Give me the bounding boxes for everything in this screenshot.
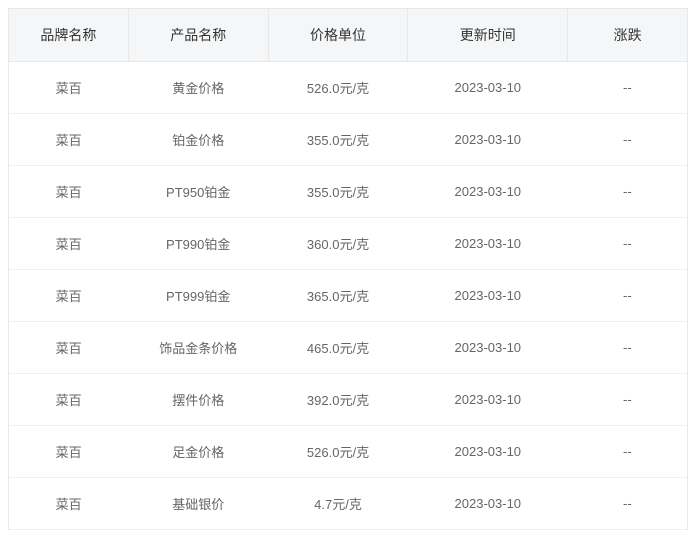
cell-change: --	[568, 426, 688, 478]
cell-change: --	[568, 166, 688, 218]
cell-product: 足金价格	[128, 426, 268, 478]
col-brand: 品牌名称	[9, 9, 129, 62]
cell-date: 2023-03-10	[408, 322, 568, 374]
cell-brand: 菜百	[9, 270, 129, 322]
table-row: 菜百 基础银价 4.7元/克 2023-03-10 --	[9, 478, 688, 530]
col-change: 涨跌	[568, 9, 688, 62]
cell-price: 526.0元/克	[268, 62, 408, 114]
table-row: 菜百 PT950铂金 355.0元/克 2023-03-10 --	[9, 166, 688, 218]
cell-change: --	[568, 62, 688, 114]
price-table: 品牌名称 产品名称 价格单位 更新时间 涨跌 菜百 黄金价格 526.0元/克 …	[8, 8, 688, 530]
table-header: 品牌名称 产品名称 价格单位 更新时间 涨跌	[9, 9, 688, 62]
cell-price: 465.0元/克	[268, 322, 408, 374]
cell-date: 2023-03-10	[408, 270, 568, 322]
table-row: 菜百 饰品金条价格 465.0元/克 2023-03-10 --	[9, 322, 688, 374]
cell-change: --	[568, 322, 688, 374]
col-product: 产品名称	[128, 9, 268, 62]
cell-product: 饰品金条价格	[128, 322, 268, 374]
table-row: 菜百 足金价格 526.0元/克 2023-03-10 --	[9, 426, 688, 478]
cell-brand: 菜百	[9, 62, 129, 114]
cell-brand: 菜百	[9, 374, 129, 426]
cell-price: 392.0元/克	[268, 374, 408, 426]
table-row: 菜百 摆件价格 392.0元/克 2023-03-10 --	[9, 374, 688, 426]
cell-price: 526.0元/克	[268, 426, 408, 478]
cell-brand: 菜百	[9, 218, 129, 270]
cell-product: PT990铂金	[128, 218, 268, 270]
cell-brand: 菜百	[9, 478, 129, 530]
cell-price: 365.0元/克	[268, 270, 408, 322]
cell-date: 2023-03-10	[408, 478, 568, 530]
cell-date: 2023-03-10	[408, 62, 568, 114]
cell-date: 2023-03-10	[408, 374, 568, 426]
header-row: 品牌名称 产品名称 价格单位 更新时间 涨跌	[9, 9, 688, 62]
cell-date: 2023-03-10	[408, 166, 568, 218]
cell-date: 2023-03-10	[408, 218, 568, 270]
cell-change: --	[568, 114, 688, 166]
cell-change: --	[568, 374, 688, 426]
col-date: 更新时间	[408, 9, 568, 62]
cell-price: 355.0元/克	[268, 166, 408, 218]
table-row: 菜百 黄金价格 526.0元/克 2023-03-10 --	[9, 62, 688, 114]
table-row: 菜百 铂金价格 355.0元/克 2023-03-10 --	[9, 114, 688, 166]
cell-product: PT999铂金	[128, 270, 268, 322]
cell-brand: 菜百	[9, 166, 129, 218]
table-body: 菜百 黄金价格 526.0元/克 2023-03-10 -- 菜百 铂金价格 3…	[9, 62, 688, 530]
cell-change: --	[568, 218, 688, 270]
cell-product: 黄金价格	[128, 62, 268, 114]
cell-product: PT950铂金	[128, 166, 268, 218]
cell-brand: 菜百	[9, 322, 129, 374]
cell-price: 360.0元/克	[268, 218, 408, 270]
cell-change: --	[568, 270, 688, 322]
col-price: 价格单位	[268, 9, 408, 62]
cell-product: 基础银价	[128, 478, 268, 530]
table-row: 菜百 PT999铂金 365.0元/克 2023-03-10 --	[9, 270, 688, 322]
cell-price: 355.0元/克	[268, 114, 408, 166]
cell-product: 铂金价格	[128, 114, 268, 166]
cell-date: 2023-03-10	[408, 114, 568, 166]
cell-change: --	[568, 478, 688, 530]
table-row: 菜百 PT990铂金 360.0元/克 2023-03-10 --	[9, 218, 688, 270]
cell-brand: 菜百	[9, 114, 129, 166]
cell-brand: 菜百	[9, 426, 129, 478]
cell-product: 摆件价格	[128, 374, 268, 426]
cell-date: 2023-03-10	[408, 426, 568, 478]
cell-price: 4.7元/克	[268, 478, 408, 530]
